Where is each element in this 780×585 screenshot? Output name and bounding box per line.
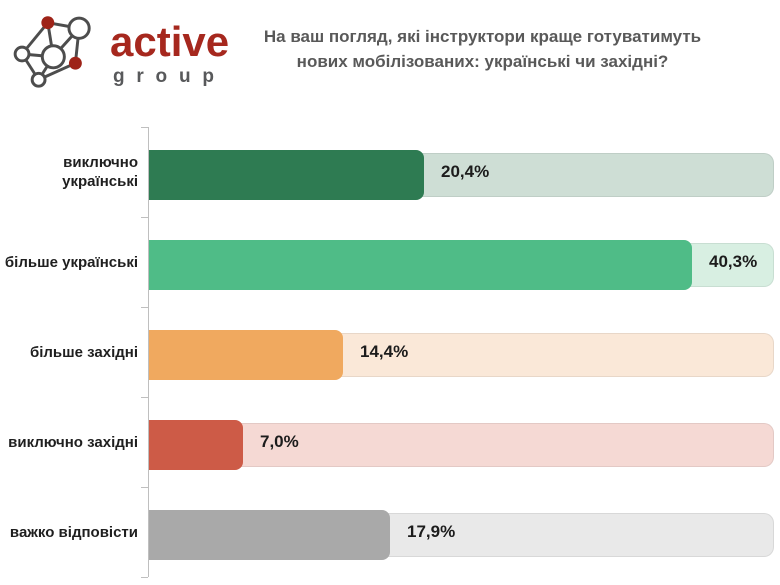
chart-title: На ваш погляд, які інструктори краще гот… — [245, 24, 720, 74]
category-label: виключно західні — [8, 433, 138, 451]
chart-row: більше українські 40,3% — [0, 217, 780, 307]
bar — [149, 420, 243, 470]
axis-tick — [141, 127, 148, 128]
axis-tick — [141, 397, 148, 398]
axis-tick — [141, 307, 148, 308]
bar-track — [149, 423, 774, 467]
bar — [149, 510, 390, 560]
logo-text: active group — [110, 18, 230, 88]
chart-row: виключно українські 20,4% — [0, 127, 780, 217]
category-label: більше українські — [4, 253, 138, 271]
axis-tick — [141, 217, 148, 218]
bar — [149, 240, 692, 290]
value-label: 20,4% — [441, 162, 490, 181]
chart-row: більше західні 14,4% — [0, 307, 780, 397]
value-label: 40,3% — [709, 252, 758, 271]
brand-name: active — [110, 18, 230, 65]
network-logo-icon — [13, 16, 91, 88]
brand-subname: group — [113, 66, 226, 87]
axis-tick — [141, 577, 148, 578]
category-label: важко відповісти — [9, 523, 138, 541]
value-label: 14,4% — [360, 342, 409, 361]
chart-title-line1: На ваш погляд, які інструктори краще гот… — [263, 27, 702, 46]
chart-row: виключно західні 7,0% — [0, 397, 780, 487]
bar — [149, 330, 343, 380]
value-label: 17,9% — [407, 522, 456, 541]
chart-row: важко відповісти 17,9% — [0, 487, 780, 577]
bar-chart: виключно українські 20,4% більше українськ… — [0, 127, 780, 579]
chart-title-line2: нових мобілізованих: українські чи захід… — [296, 52, 669, 71]
category-label: виключно українські — [62, 154, 138, 190]
category-label: більше західні — [29, 343, 138, 361]
y-axis-line — [148, 127, 149, 577]
logo: active group — [10, 8, 229, 100]
bar — [149, 150, 424, 200]
axis-tick — [141, 487, 148, 488]
value-label: 7,0% — [260, 432, 299, 451]
